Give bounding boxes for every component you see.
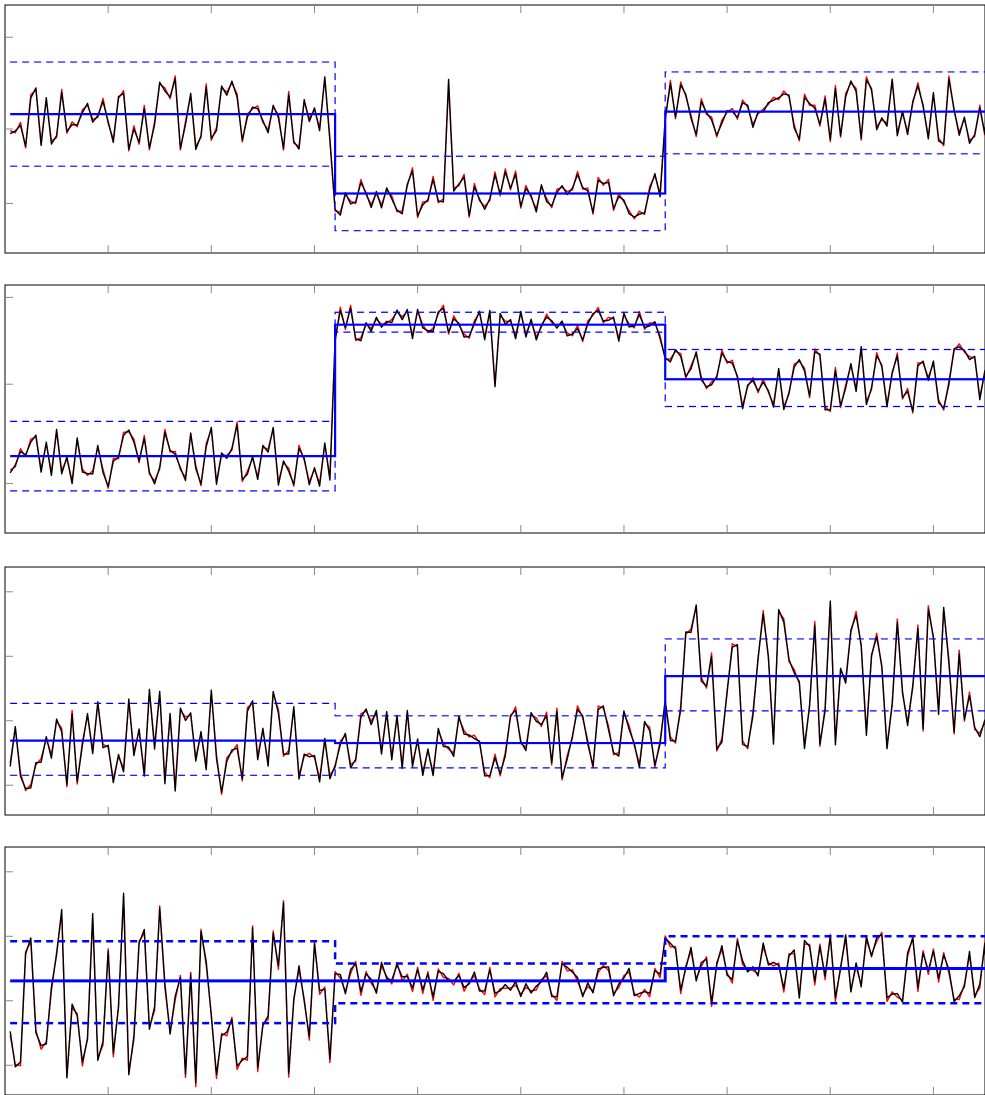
upper-band-line	[10, 935, 985, 965]
lower-band-line	[10, 710, 985, 776]
mean-step-line	[10, 110, 985, 195]
lower-band-line	[10, 1001, 985, 1025]
panel-4	[4, 846, 985, 1095]
series-red-line	[9, 75, 985, 220]
mean-step-line	[10, 323, 985, 458]
mean-step-line	[10, 967, 985, 983]
panel-2	[4, 284, 985, 534]
series-black-line	[9, 600, 985, 793]
series-black-line	[9, 892, 985, 1084]
panel-3	[4, 566, 985, 816]
upper-band-line	[10, 61, 985, 157]
lower-band-line	[10, 331, 985, 492]
upper-band-line	[10, 638, 985, 717]
upper-band-line	[10, 311, 985, 422]
panel-1	[4, 4, 985, 254]
panel-frame	[4, 846, 985, 1095]
series-black-line	[9, 307, 985, 488]
series-black-line	[9, 76, 985, 218]
panel-frame	[4, 4, 985, 254]
panel-frame	[4, 284, 985, 534]
panel-frame	[4, 566, 985, 816]
lower-band-line	[10, 153, 985, 232]
mean-step-line	[10, 675, 985, 745]
